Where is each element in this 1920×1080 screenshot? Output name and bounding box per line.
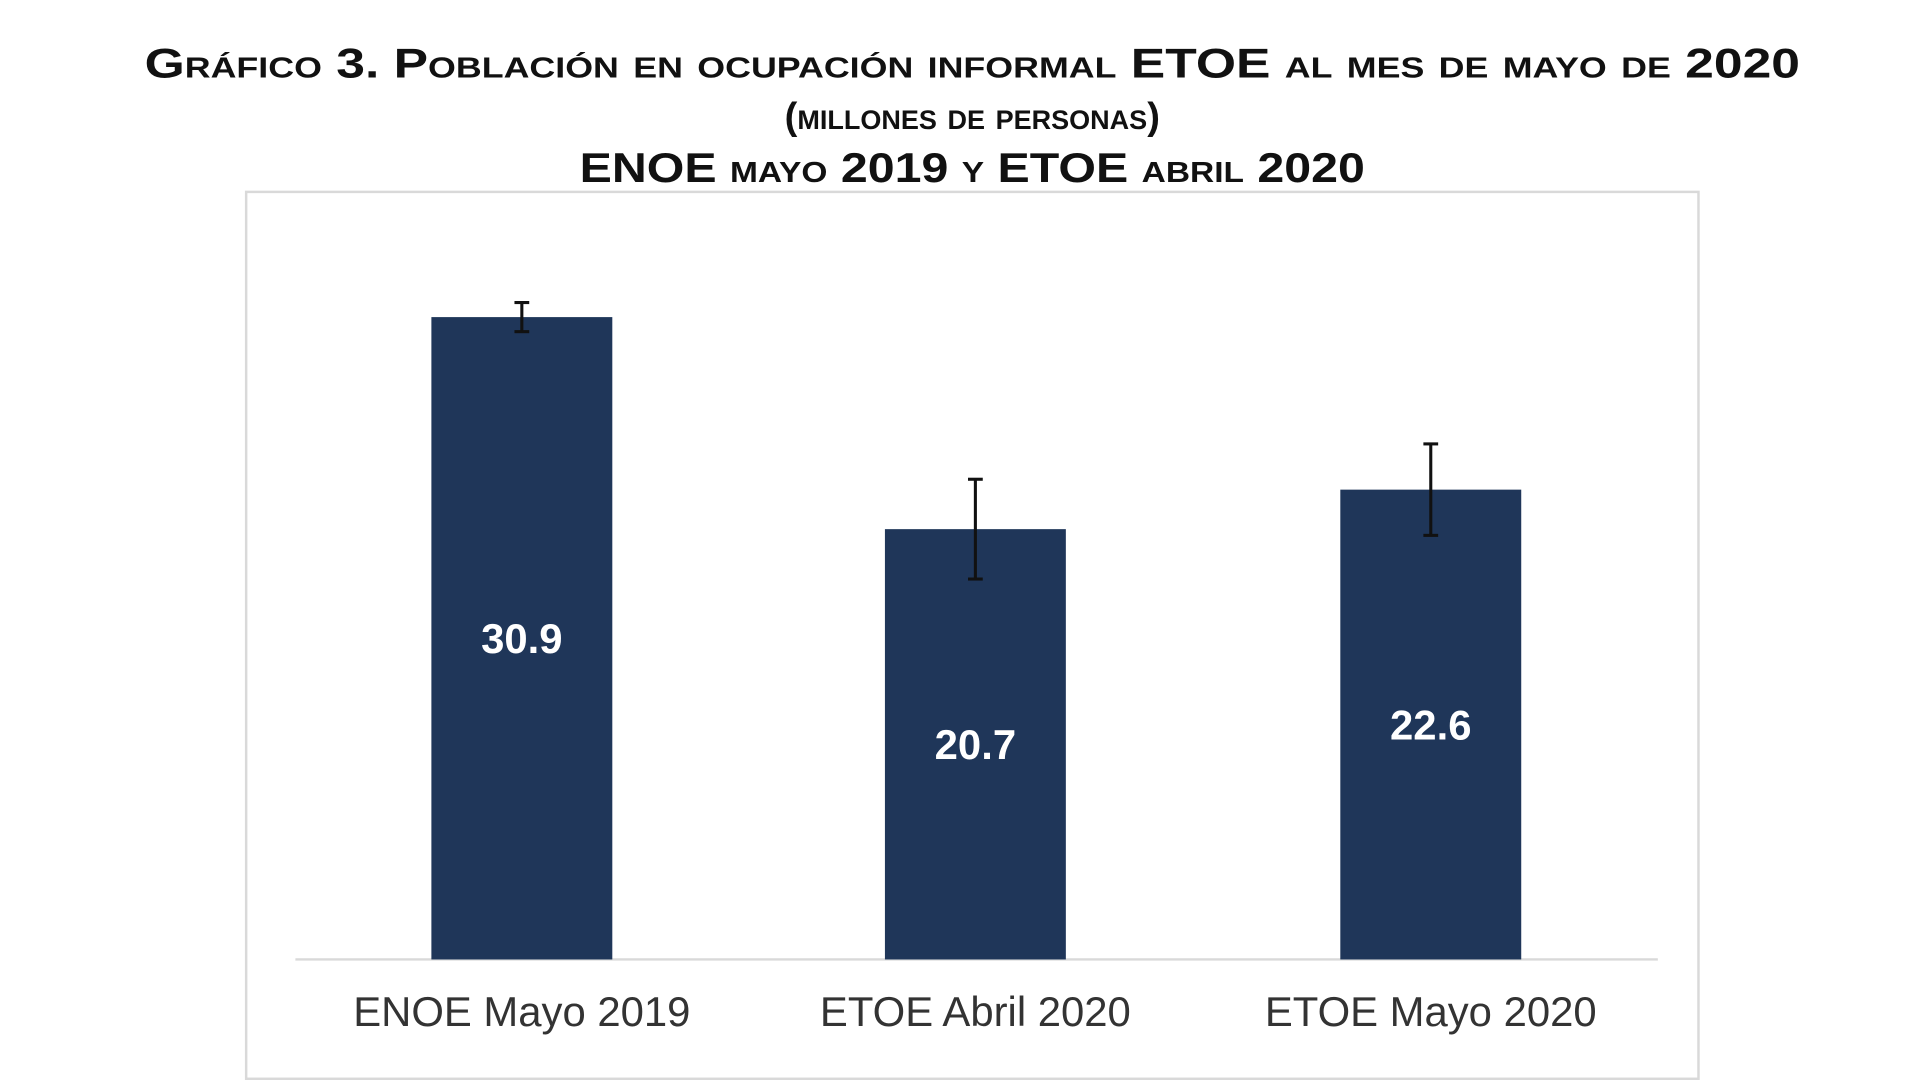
x-tick-label: ETOE Abril 2020 <box>820 988 1131 1035</box>
x-tick-label: ENOE Mayo 2019 <box>353 988 690 1035</box>
chart-subtitle: (millones de personas) <box>785 95 1160 138</box>
chart-frame <box>244 190 1700 1080</box>
data-label: 30.9 <box>481 615 562 662</box>
bar <box>431 317 613 960</box>
bar <box>1340 489 1522 960</box>
bar <box>884 529 1066 960</box>
data-label: 22.6 <box>1390 701 1471 748</box>
chart-title: Gráfico 3. Población en ocupación inform… <box>145 40 1800 87</box>
x-tick-label: ETOE Mayo 2020 <box>1265 988 1597 1035</box>
data-label: 20.7 <box>935 721 1016 768</box>
chart-subtitle-2: ENOE mayo 2019 y ETOE abril 2020 <box>580 144 1365 191</box>
